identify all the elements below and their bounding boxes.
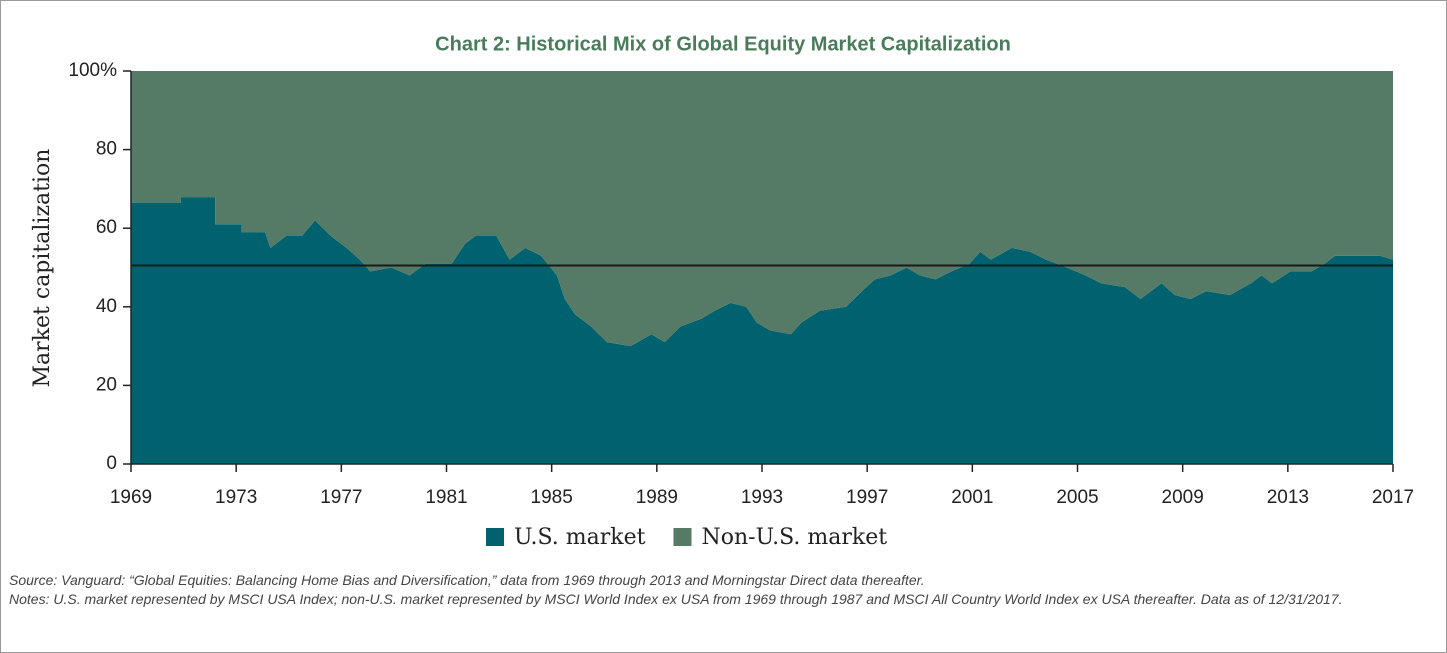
x-tick-label: 2013 bbox=[1267, 487, 1309, 508]
x-tick-label: 2017 bbox=[1372, 487, 1414, 508]
legend-swatch bbox=[673, 528, 692, 546]
x-tick-label: 1969 bbox=[110, 487, 152, 508]
x-tick-label: 1977 bbox=[320, 487, 362, 508]
y-tick-label: 100% bbox=[68, 60, 117, 81]
x-tick-label: 1993 bbox=[741, 487, 783, 508]
x-tick-label: 1985 bbox=[531, 487, 573, 508]
legend-label: Non-U.S. market bbox=[701, 525, 887, 550]
area bbox=[131, 71, 1393, 347]
chart: Chart 2: Historical Mix of Global Equity… bbox=[30, 33, 1414, 550]
x-tick-label: 2005 bbox=[1056, 487, 1098, 508]
x-tick-label: 1989 bbox=[636, 487, 678, 508]
y-tick-label: 0 bbox=[106, 453, 117, 474]
chart-title: Chart 2: Historical Mix of Global Equity… bbox=[435, 33, 1011, 55]
x-tick-label: 1997 bbox=[846, 487, 888, 508]
x-tick-label: 2001 bbox=[951, 487, 993, 508]
x-tick-label: 1973 bbox=[215, 487, 257, 508]
legend-swatch bbox=[486, 528, 504, 546]
notes: Notes: U.S. market represented by MSCI U… bbox=[9, 591, 1343, 607]
y-tick-label: 20 bbox=[96, 374, 117, 395]
y-tick-label: 60 bbox=[96, 217, 117, 238]
legend-label: U.S. market bbox=[514, 525, 646, 550]
source-note: Source: Vanguard: “Global Equities: Bala… bbox=[9, 572, 925, 588]
y-tick-label: 80 bbox=[96, 139, 117, 160]
y-axis-label: Market capitalization bbox=[30, 149, 55, 388]
x-tick-label: 2009 bbox=[1162, 487, 1204, 508]
area bbox=[131, 197, 1393, 464]
x-tick-label: 1981 bbox=[425, 487, 467, 508]
y-tick-label: 40 bbox=[96, 296, 117, 317]
